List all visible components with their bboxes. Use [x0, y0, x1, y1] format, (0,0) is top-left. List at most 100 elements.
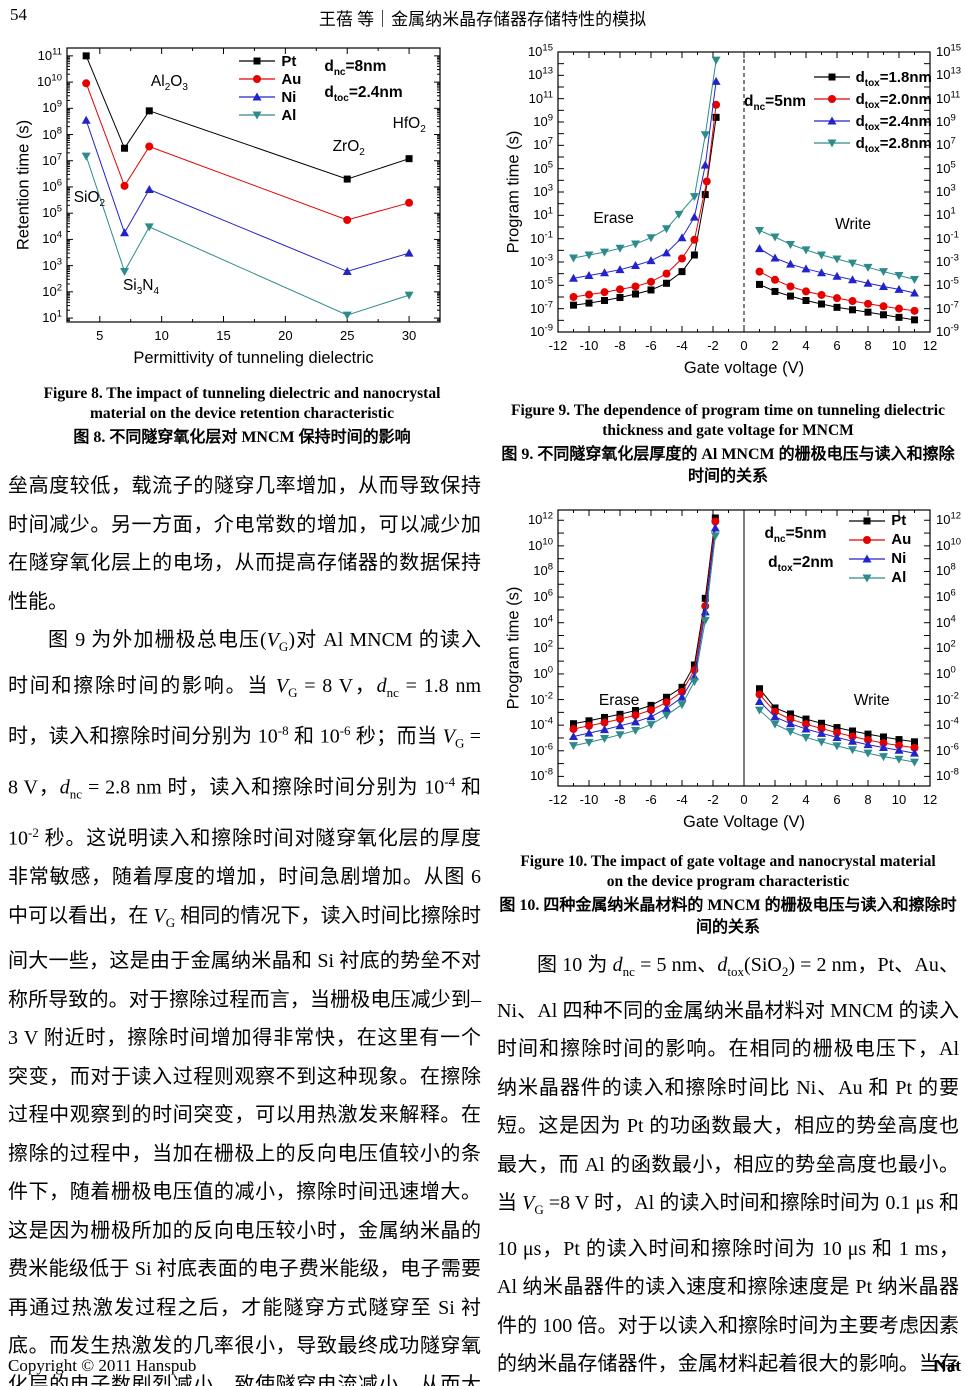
page-number: 54	[10, 5, 27, 24]
legend-marker-icon	[239, 57, 276, 65]
legend-marker-icon	[813, 139, 850, 148]
legend-marker-icon	[849, 574, 886, 583]
y-tick-label: 10-5	[530, 276, 553, 293]
x-tick-label: 5	[96, 328, 104, 343]
y-tick-label: 10-2	[530, 690, 553, 707]
legend-label: Pt	[281, 52, 297, 70]
chart-annotation: ZrO2	[332, 138, 365, 159]
y-tick-label: 10-3	[530, 252, 553, 269]
x-tick-label: 0	[740, 792, 748, 807]
chart-annotation: Al2O3	[150, 72, 188, 93]
y-tick-label: 107	[42, 151, 62, 168]
legend-label: dtox=1.8nm	[855, 68, 932, 89]
legend-marker-icon	[849, 554, 886, 563]
y-tick-label: 109	[533, 112, 553, 129]
x-tick-label: 8	[864, 338, 872, 353]
chart-annotation: SiO2	[73, 189, 106, 210]
legend-label: dtox=2.8nm	[855, 134, 932, 155]
y-tick-label: 10-9	[936, 322, 959, 339]
legend-marker-icon	[239, 111, 276, 120]
y-tick-label: 103	[533, 182, 553, 199]
x-tick-label: 8	[864, 792, 872, 807]
x-tick-label: -10	[579, 792, 599, 807]
y-tick-label: 104	[533, 613, 553, 630]
x-tick-label: 12	[922, 792, 938, 807]
y-tick-label: 105	[936, 159, 956, 176]
y-tick-label: 1012	[936, 510, 962, 528]
footer-journal: Nat	[934, 1356, 961, 1375]
y-tick-label: 102	[936, 638, 956, 656]
y-tick-label: 10-4	[936, 715, 959, 733]
left-text-column: 垒高度较低，载流子的隧穿几率增加，从而导致保持时间减少。另一方面，介电常数的增加…	[8, 467, 481, 1386]
y-tick-label: 1011	[936, 89, 961, 106]
x-tick-label: -12	[548, 338, 568, 353]
y-tick-label: 10-3	[936, 252, 959, 269]
figure-9-caption-en: Figure 9. The dependence of program time…	[511, 402, 945, 439]
x-tick-label: -8	[614, 792, 626, 807]
legend-label: Au	[281, 70, 302, 88]
x-tick-label: 2	[771, 338, 779, 353]
y-tick-label: 10-6	[530, 741, 553, 758]
y-tick-label: 109	[42, 98, 62, 116]
legend-marker-icon	[239, 75, 276, 84]
figure-10-caption-en: Figure 10. The impact of gate voltage an…	[520, 853, 936, 890]
x-tick-label: 6	[833, 792, 841, 807]
legend-item: dtox=2.0nm	[813, 88, 932, 110]
y-tick-label: 1013	[936, 66, 962, 83]
figure-9-caption-zh: 图 9. 不同隧穿氧化层厚度的 Al MNCM 的栅极电压与读入和擦除时间的关系	[501, 446, 955, 485]
y-tick-label: 108	[936, 562, 956, 579]
x-tick-label: 10	[891, 338, 907, 353]
y-tick-label: 106	[936, 587, 956, 605]
x-tick-label: 30	[401, 328, 417, 343]
y-tick-label: 10-1	[936, 229, 959, 246]
chart-annotation: Write	[853, 692, 890, 710]
x-tick-label: -8	[614, 338, 626, 353]
figure-8-chart: 101 102 103 104 105 106 107 108 109 1010 1011 5 10 15…	[8, 44, 476, 378]
y-tick-label: 10-1	[530, 229, 553, 246]
body-paragraph: 图 9 为外加栅极总电压(VG)对 Al MNCM 的读入时间和擦除时间的影响。…	[8, 629, 482, 1386]
y-tick-label: 109	[936, 112, 956, 129]
x-tick-label: 2	[771, 792, 779, 807]
x-tick-label: -4	[676, 792, 688, 807]
chart-legend: dtox=1.8nm dtox=2.0nm dtox=2.4nm dtox=2.8nm	[813, 66, 932, 155]
x-tick-label: -12	[548, 792, 568, 807]
chart-canvas	[66, 47, 441, 323]
legend-label: Al	[891, 569, 907, 587]
legend-label: Pt	[891, 512, 907, 530]
y-tick-label: 101	[533, 206, 553, 223]
x-tick-label: 25	[339, 328, 355, 343]
legend-item: Au	[849, 530, 911, 549]
y-tick-label: 103	[936, 182, 956, 199]
figure-10-chart: 10-8 10-8 10-6 10-6 10-4 10-4 10-2 10-2 100 100 10…	[502, 496, 961, 840]
legend-item: Al	[849, 568, 911, 587]
legend-item: Au	[239, 70, 301, 88]
legend-marker-icon	[849, 517, 886, 525]
legend-item: dtox=2.8nm	[813, 132, 932, 155]
x-tick-label: 10	[891, 792, 907, 807]
x-tick-label: 4	[802, 792, 810, 807]
x-tick-label: -6	[645, 338, 657, 353]
chart-canvas	[557, 509, 931, 787]
chart-annotation: Write	[835, 215, 872, 233]
x-axis-title: Gate Voltage (V)	[683, 813, 805, 831]
x-tick-label: -10	[579, 338, 599, 353]
legend-marker-icon	[813, 95, 850, 103]
figure-8-caption: Figure 8. The impact of tunneling dielec…	[8, 384, 476, 449]
y-tick-label: 101	[936, 206, 956, 223]
y-tick-label: 1010	[527, 536, 553, 553]
x-tick-label: -4	[676, 338, 688, 353]
chart-annotation: dnc=5nm	[764, 525, 827, 546]
y-tick-label: 10-8	[936, 767, 959, 784]
chart-canvas	[557, 51, 931, 333]
y-tick-label: 1015	[936, 42, 962, 59]
legend-item: dtox=2.4nm	[813, 110, 932, 132]
y-tick-label: 106	[42, 177, 62, 194]
chart-legend: Pt Au Ni Al	[239, 52, 301, 124]
x-tick-label: 0	[740, 338, 748, 353]
legend-label: Ni	[891, 550, 907, 568]
x-tick-label: -2	[707, 338, 719, 353]
x-tick-label: 10	[154, 328, 169, 343]
chart-annotation: dnc=5nm	[744, 92, 807, 113]
y-tick-label: 108	[533, 562, 553, 579]
